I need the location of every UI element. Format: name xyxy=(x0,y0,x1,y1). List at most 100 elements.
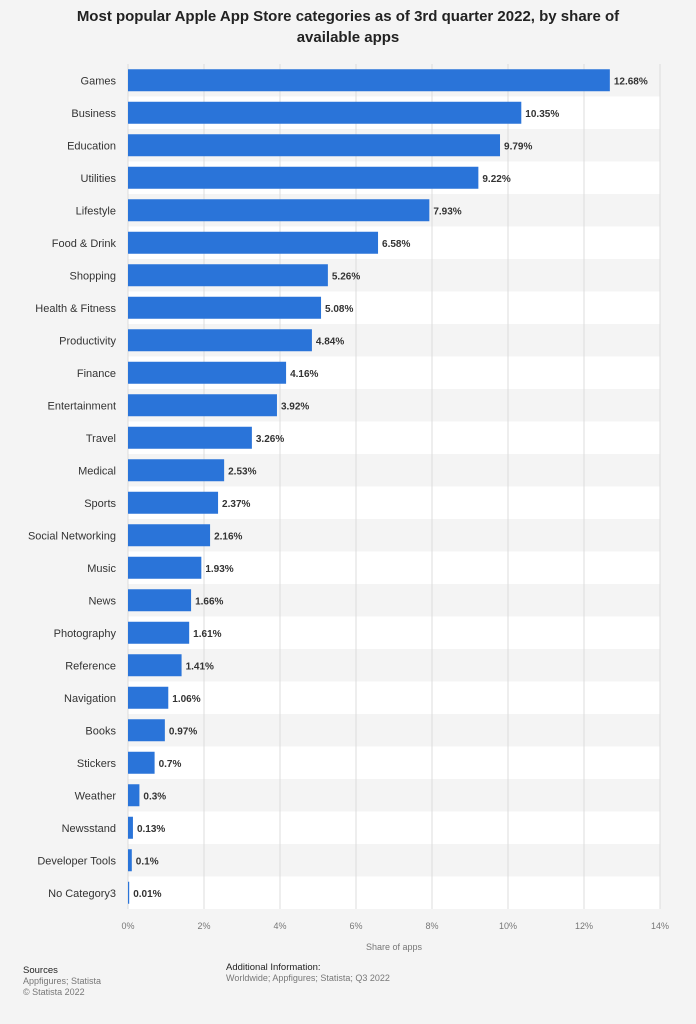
bar xyxy=(128,329,312,352)
additional-info-text: Worldwide; Appfigures; Statista; Q3 2022 xyxy=(226,973,390,983)
bar xyxy=(128,654,182,677)
data-label: 7.93% xyxy=(433,206,461,217)
row-band xyxy=(128,746,660,779)
data-label: 2.53% xyxy=(228,466,256,477)
data-label: 5.08% xyxy=(325,304,353,315)
bar xyxy=(128,296,322,319)
category-label: Travel xyxy=(86,433,116,445)
data-label: 1.06% xyxy=(172,694,200,705)
data-label: 2.16% xyxy=(214,531,242,542)
bar xyxy=(128,361,287,384)
category-label: Reference xyxy=(65,660,116,672)
category-label: Newsstand xyxy=(62,823,116,835)
category-label: Medical xyxy=(78,465,116,477)
sources-block: Sources Appfigures; Statista © Statista … xyxy=(23,965,101,998)
bar xyxy=(128,816,133,839)
bar xyxy=(128,751,155,774)
data-label: 6.58% xyxy=(382,239,410,250)
x-axis-title: Share of apps xyxy=(366,942,423,952)
bar xyxy=(128,589,192,612)
bar xyxy=(128,621,190,644)
bar xyxy=(128,69,610,92)
sources-text: Appfigures; Statista xyxy=(23,976,102,986)
category-label: Sports xyxy=(84,498,116,510)
data-label: 9.79% xyxy=(504,141,532,152)
additional-info-block: Additional Information: Worldwide; Appfi… xyxy=(226,962,390,984)
data-label: 0.01% xyxy=(133,889,161,900)
x-tick-label: 0% xyxy=(121,921,134,931)
data-label: 9.22% xyxy=(482,174,510,185)
bar xyxy=(128,101,522,124)
x-tick-label: 2% xyxy=(197,921,210,931)
row-band xyxy=(128,811,660,844)
row-band xyxy=(128,616,660,649)
category-label: Business xyxy=(71,108,116,120)
bar xyxy=(128,491,219,514)
bar xyxy=(128,524,211,547)
data-label: 12.68% xyxy=(614,76,648,87)
data-label: 1.41% xyxy=(186,661,214,672)
data-label: 3.92% xyxy=(281,401,309,412)
category-label: Education xyxy=(67,140,116,152)
category-label: Music xyxy=(87,563,116,575)
category-label: Games xyxy=(81,75,117,87)
category-label: Productivity xyxy=(59,335,116,347)
category-label: Navigation xyxy=(64,693,116,705)
bar xyxy=(128,199,430,222)
bar-chart: 0% 2% 4% 6% 8% 10% 12% 14% Share of apps Games 12.… xyxy=(28,64,669,952)
row-band xyxy=(128,876,660,909)
bar xyxy=(128,264,328,287)
data-label: 1.93% xyxy=(205,564,233,575)
data-label: 10.35% xyxy=(525,109,559,120)
x-tick-label: 6% xyxy=(349,921,362,931)
data-label: 1.66% xyxy=(195,596,223,607)
category-label: News xyxy=(88,595,116,607)
data-label: 2.37% xyxy=(222,499,250,510)
x-tick-label: 8% xyxy=(425,921,438,931)
category-label: Photography xyxy=(54,628,117,640)
bar xyxy=(128,231,379,254)
category-label: Entertainment xyxy=(48,400,116,412)
sources-heading: Sources xyxy=(23,965,58,976)
data-label: 0.3% xyxy=(143,791,166,802)
chart-title: Most popular Apple App Store categories … xyxy=(76,8,620,46)
bar xyxy=(128,134,501,157)
bar xyxy=(128,459,225,482)
bar xyxy=(128,166,479,189)
row-band xyxy=(128,681,660,714)
copyright-text: © Statista 2022 xyxy=(23,987,85,997)
bar xyxy=(128,784,140,807)
category-label: Shopping xyxy=(70,270,117,282)
category-label: Finance xyxy=(77,368,116,380)
data-label: 0.7% xyxy=(159,759,182,770)
category-label: Developer Tools xyxy=(37,855,116,867)
bar xyxy=(128,686,169,709)
category-label: Books xyxy=(85,725,116,737)
category-label: No Category3 xyxy=(48,888,116,900)
data-label: 5.26% xyxy=(332,271,360,282)
category-label: Social Networking xyxy=(28,530,116,542)
data-label: 0.13% xyxy=(137,824,165,835)
category-label: Stickers xyxy=(77,758,117,770)
x-tick-label: 12% xyxy=(575,921,593,931)
bar xyxy=(128,849,132,872)
bar xyxy=(128,394,277,417)
bar xyxy=(128,881,130,904)
x-tick-label: 10% xyxy=(499,921,517,931)
category-label: Health & Fitness xyxy=(35,303,116,315)
category-label: Food & Drink xyxy=(52,238,117,250)
x-tick-label: 14% xyxy=(651,921,669,931)
data-label: 3.26% xyxy=(256,434,284,445)
category-label: Lifestyle xyxy=(76,205,116,217)
category-label: Weather xyxy=(75,790,117,802)
row-band xyxy=(128,551,660,584)
data-label: 4.16% xyxy=(290,369,318,380)
data-label: 0.97% xyxy=(169,726,197,737)
bar xyxy=(128,719,165,742)
data-label: 4.84% xyxy=(316,336,344,347)
category-label: Utilities xyxy=(81,173,117,185)
additional-info-heading: Additional Information: xyxy=(226,962,321,973)
data-label: 0.1% xyxy=(136,856,159,867)
bar xyxy=(128,426,252,449)
bar xyxy=(128,556,202,579)
